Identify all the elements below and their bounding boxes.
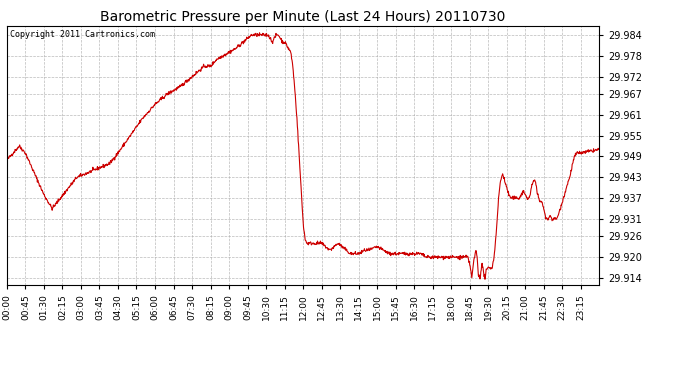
Title: Barometric Pressure per Minute (Last 24 Hours) 20110730: Barometric Pressure per Minute (Last 24 … — [100, 10, 506, 24]
Text: Copyright 2011 Cartronics.com: Copyright 2011 Cartronics.com — [10, 30, 155, 39]
